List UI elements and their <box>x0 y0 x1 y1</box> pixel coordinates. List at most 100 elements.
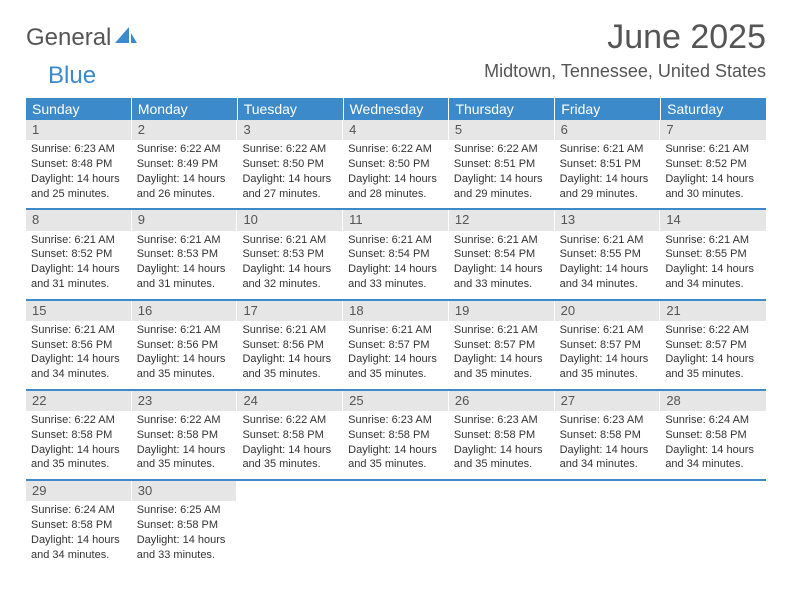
day-cell: 18Sunrise: 6:21 AMSunset: 8:57 PMDayligh… <box>343 301 449 389</box>
day-body: Sunrise: 6:25 AMSunset: 8:58 PMDaylight:… <box>132 501 238 569</box>
daylight-text-2: and 34 minutes. <box>31 368 127 382</box>
day-cell: 3Sunrise: 6:22 AMSunset: 8:50 PMDaylight… <box>237 120 343 208</box>
daylight-text-2: and 29 minutes. <box>560 188 656 202</box>
daylight-text-1: Daylight: 14 hours <box>454 444 550 458</box>
daylight-text-2: and 35 minutes. <box>242 458 338 472</box>
day-cell: 26Sunrise: 6:23 AMSunset: 8:58 PMDayligh… <box>449 391 555 479</box>
day-number: 8 <box>26 210 132 230</box>
day-cell: 21Sunrise: 6:22 AMSunset: 8:57 PMDayligh… <box>660 301 766 389</box>
daylight-text-1: Daylight: 14 hours <box>560 444 656 458</box>
sunset-text: Sunset: 8:57 PM <box>560 339 656 353</box>
day-body: Sunrise: 6:21 AMSunset: 8:54 PMDaylight:… <box>449 231 555 299</box>
day-number: 19 <box>449 301 555 321</box>
day-cell: 20Sunrise: 6:21 AMSunset: 8:57 PMDayligh… <box>555 301 661 389</box>
calendar-grid: Sunday Monday Tuesday Wednesday Thursday… <box>26 98 766 569</box>
sunset-text: Sunset: 8:52 PM <box>31 248 127 262</box>
daylight-text-1: Daylight: 14 hours <box>560 263 656 277</box>
location-subtitle: Midtown, Tennessee, United States <box>484 61 766 82</box>
daylight-text-2: and 35 minutes. <box>348 368 444 382</box>
sunrise-text: Sunrise: 6:23 AM <box>348 414 444 428</box>
daylight-text-1: Daylight: 14 hours <box>242 353 338 367</box>
day-cell: 22Sunrise: 6:22 AMSunset: 8:58 PMDayligh… <box>26 391 132 479</box>
day-cell: 29Sunrise: 6:24 AMSunset: 8:58 PMDayligh… <box>26 481 132 569</box>
dow-thursday: Thursday <box>449 98 555 120</box>
brand-logo: General <box>26 24 137 52</box>
daylight-text-2: and 28 minutes. <box>348 188 444 202</box>
day-body: Sunrise: 6:22 AMSunset: 8:57 PMDaylight:… <box>660 321 766 389</box>
sail-icon <box>115 24 137 52</box>
sunrise-text: Sunrise: 6:21 AM <box>560 143 656 157</box>
sunrise-text: Sunrise: 6:22 AM <box>137 414 233 428</box>
daylight-text-1: Daylight: 14 hours <box>31 263 127 277</box>
dow-monday: Monday <box>132 98 238 120</box>
day-number: 9 <box>132 210 238 230</box>
daylight-text-1: Daylight: 14 hours <box>665 173 761 187</box>
daylight-text-2: and 35 minutes. <box>454 368 550 382</box>
daylight-text-1: Daylight: 14 hours <box>242 444 338 458</box>
sunset-text: Sunset: 8:57 PM <box>348 339 444 353</box>
sunset-text: Sunset: 8:55 PM <box>560 248 656 262</box>
day-cell: 1Sunrise: 6:23 AMSunset: 8:48 PMDaylight… <box>26 120 132 208</box>
day-body: Sunrise: 6:24 AMSunset: 8:58 PMDaylight:… <box>660 411 766 479</box>
day-body: Sunrise: 6:23 AMSunset: 8:58 PMDaylight:… <box>449 411 555 479</box>
day-cell: 10Sunrise: 6:21 AMSunset: 8:53 PMDayligh… <box>237 210 343 298</box>
sunset-text: Sunset: 8:57 PM <box>454 339 550 353</box>
day-cell: 5Sunrise: 6:22 AMSunset: 8:51 PMDaylight… <box>449 120 555 208</box>
sunset-text: Sunset: 8:53 PM <box>242 248 338 262</box>
sunrise-text: Sunrise: 6:21 AM <box>242 324 338 338</box>
day-number: 28 <box>660 391 766 411</box>
dow-tuesday: Tuesday <box>238 98 344 120</box>
day-body: Sunrise: 6:21 AMSunset: 8:57 PMDaylight:… <box>343 321 449 389</box>
day-body: Sunrise: 6:22 AMSunset: 8:51 PMDaylight:… <box>449 140 555 208</box>
sunset-text: Sunset: 8:56 PM <box>31 339 127 353</box>
sunrise-text: Sunrise: 6:22 AM <box>665 324 761 338</box>
day-number: 20 <box>555 301 661 321</box>
sunset-text: Sunset: 8:58 PM <box>665 429 761 443</box>
week-row: 22Sunrise: 6:22 AMSunset: 8:58 PMDayligh… <box>26 391 766 481</box>
daylight-text-2: and 33 minutes. <box>137 549 233 563</box>
sunset-text: Sunset: 8:58 PM <box>137 519 233 533</box>
month-title: June 2025 <box>484 18 766 57</box>
daylight-text-2: and 33 minutes. <box>348 278 444 292</box>
day-body: Sunrise: 6:22 AMSunset: 8:58 PMDaylight:… <box>237 411 343 479</box>
daylight-text-1: Daylight: 14 hours <box>665 444 761 458</box>
daylight-text-2: and 29 minutes. <box>454 188 550 202</box>
daylight-text-2: and 35 minutes. <box>137 368 233 382</box>
daylight-text-1: Daylight: 14 hours <box>137 353 233 367</box>
sunrise-text: Sunrise: 6:23 AM <box>560 414 656 428</box>
sunrise-text: Sunrise: 6:22 AM <box>348 143 444 157</box>
daylight-text-2: and 31 minutes. <box>31 278 127 292</box>
day-cell: 28Sunrise: 6:24 AMSunset: 8:58 PMDayligh… <box>660 391 766 479</box>
day-number: 26 <box>449 391 555 411</box>
sunset-text: Sunset: 8:56 PM <box>137 339 233 353</box>
daylight-text-1: Daylight: 14 hours <box>242 263 338 277</box>
sunrise-text: Sunrise: 6:21 AM <box>560 324 656 338</box>
day-cell <box>343 481 449 569</box>
sunset-text: Sunset: 8:58 PM <box>348 429 444 443</box>
week-row: 15Sunrise: 6:21 AMSunset: 8:56 PMDayligh… <box>26 301 766 391</box>
day-body: Sunrise: 6:21 AMSunset: 8:57 PMDaylight:… <box>449 321 555 389</box>
day-body: Sunrise: 6:22 AMSunset: 8:58 PMDaylight:… <box>26 411 132 479</box>
daylight-text-1: Daylight: 14 hours <box>31 353 127 367</box>
day-body: Sunrise: 6:21 AMSunset: 8:55 PMDaylight:… <box>660 231 766 299</box>
day-cell: 6Sunrise: 6:21 AMSunset: 8:51 PMDaylight… <box>555 120 661 208</box>
sunrise-text: Sunrise: 6:25 AM <box>137 504 233 518</box>
day-body: Sunrise: 6:21 AMSunset: 8:56 PMDaylight:… <box>237 321 343 389</box>
day-number: 27 <box>555 391 661 411</box>
sunset-text: Sunset: 8:50 PM <box>348 158 444 172</box>
day-cell: 30Sunrise: 6:25 AMSunset: 8:58 PMDayligh… <box>132 481 238 569</box>
day-body: Sunrise: 6:21 AMSunset: 8:53 PMDaylight:… <box>132 231 238 299</box>
daylight-text-1: Daylight: 14 hours <box>137 263 233 277</box>
title-block: June 2025 Midtown, Tennessee, United Sta… <box>484 18 766 82</box>
sunrise-text: Sunrise: 6:21 AM <box>454 324 550 338</box>
day-cell: 27Sunrise: 6:23 AMSunset: 8:58 PMDayligh… <box>555 391 661 479</box>
sunset-text: Sunset: 8:51 PM <box>454 158 550 172</box>
sunrise-text: Sunrise: 6:21 AM <box>137 234 233 248</box>
day-number: 22 <box>26 391 132 411</box>
day-cell: 15Sunrise: 6:21 AMSunset: 8:56 PMDayligh… <box>26 301 132 389</box>
day-cell: 14Sunrise: 6:21 AMSunset: 8:55 PMDayligh… <box>660 210 766 298</box>
day-body: Sunrise: 6:21 AMSunset: 8:51 PMDaylight:… <box>555 140 661 208</box>
day-number: 1 <box>26 120 132 140</box>
day-body: Sunrise: 6:21 AMSunset: 8:57 PMDaylight:… <box>555 321 661 389</box>
daylight-text-1: Daylight: 14 hours <box>348 353 444 367</box>
